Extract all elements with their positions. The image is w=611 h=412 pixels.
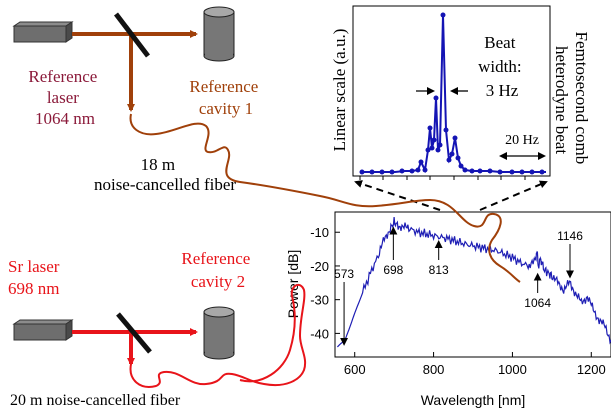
- sr-laser-label-line: Sr laser: [8, 257, 60, 276]
- y-tick-label: -30: [310, 293, 329, 308]
- beat-width-annotation: Beat width: 3 Hz: [478, 33, 526, 100]
- side-label-line: Femtosecond comb: [572, 32, 591, 165]
- beat-width-line: Beat: [484, 33, 515, 52]
- reference-cavity-1-label: Reference cavity 1: [189, 77, 262, 118]
- y-tick-label: -20: [310, 259, 329, 274]
- femtosecond-comb-label: Femtosecond comb heterodyne beat: [552, 32, 591, 169]
- laser-label-line: laser: [47, 88, 79, 107]
- annotation-label: 573: [334, 267, 354, 281]
- beat-chart-ylabel: Linear scale (a.u.): [330, 29, 349, 152]
- bottom-beam-splitter: [116, 312, 152, 354]
- cavity-label-line: cavity 1: [199, 99, 253, 118]
- spectrum-y-tick-labels: -10 -20 -30 -40: [310, 225, 329, 341]
- beat-width-line: width:: [478, 57, 521, 76]
- y-tick-label: -10: [310, 225, 329, 240]
- top-beam-splitter: [114, 12, 150, 58]
- beat-chart-ticks: [359, 176, 526, 180]
- x-tick-label: 800: [423, 362, 445, 377]
- fiber-20m-label: 20 m noise-cancelled fiber: [10, 392, 181, 409]
- sr-laser-label-line: 698 nm: [8, 279, 59, 298]
- spectrum-ylabel: Power [dB]: [285, 250, 301, 318]
- x-tick-label: 1000: [498, 362, 527, 377]
- cavity-2-label-line: Reference: [181, 249, 250, 268]
- reference-cavity-2-label: Reference cavity 2: [181, 249, 254, 291]
- connector-dashed-left: [354, 180, 441, 211]
- laser-label-line: Reference: [28, 67, 97, 86]
- sr-laser-698: [12, 319, 74, 341]
- scale-20hz-label: 20 Hz: [505, 133, 539, 148]
- laser-label-line: 1064 nm: [35, 109, 95, 128]
- x-tick-label: 600: [344, 362, 366, 377]
- beat-chart-frame: [352, 5, 551, 177]
- spectrum-ticks: [335, 231, 592, 357]
- spectrum-xlabel: Wavelength [nm]: [421, 392, 526, 408]
- beat-width-line: 3 Hz: [486, 81, 519, 100]
- spectrum-frame: [334, 211, 611, 358]
- y-tick-label: -40: [310, 326, 329, 341]
- fiber-label-line: 18 m: [141, 155, 175, 174]
- fiber-label-line: noise-cancelled fiber: [94, 175, 236, 194]
- spectrum-annotations: 573 698 813 1064 1146: [334, 226, 583, 346]
- fiber-20m: [129, 283, 307, 388]
- spectrum-x-tick-labels: 600 800 1000 1200: [344, 362, 606, 377]
- reference-cavity-2: [203, 306, 235, 360]
- reference-cavity-1: [203, 6, 235, 62]
- cavity-2-label-line: cavity 2: [191, 272, 245, 291]
- side-label-line: heterodyne beat: [552, 46, 571, 154]
- connector-dashed-right: [479, 180, 548, 211]
- fiber-18m: [129, 113, 521, 283]
- fiber-18m-label: 18 m noise-cancelled fiber: [94, 155, 236, 194]
- beat-note-points: [359, 12, 545, 175]
- sr-laser-label: Sr laser 698 nm: [8, 257, 64, 298]
- spectrum-series-line: [336, 217, 611, 348]
- annotation-label: 1064: [524, 296, 551, 310]
- x-tick-label: 1200: [577, 362, 606, 377]
- reference-laser-1064: [12, 21, 74, 43]
- annotation-label: 813: [429, 263, 449, 277]
- cavity-label-line: Reference: [189, 77, 258, 96]
- spectrum-chart: 600 800 1000 1200 -10 -20 -30 -40 573 698 813 106…: [285, 211, 611, 408]
- reference-laser-label: Reference laser 1064 nm: [28, 67, 101, 128]
- annotation-label: 1146: [557, 229, 583, 243]
- beat-note-chart: Linear scale (a.u.) Beat width: 3 Hz 20 …: [330, 5, 591, 180]
- annotation-label: 698: [383, 263, 403, 277]
